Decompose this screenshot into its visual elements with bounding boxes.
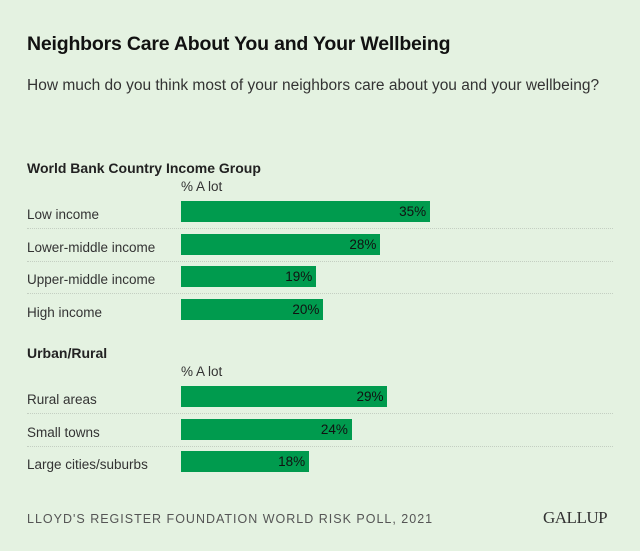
bar-row: Large cities/suburbs 18% bbox=[27, 451, 613, 483]
value-label: 28% bbox=[349, 236, 377, 252]
bar: 24% bbox=[181, 418, 352, 440]
bar-row: Small towns 24% bbox=[27, 418, 613, 451]
group-title: World Bank Country Income Group bbox=[27, 160, 261, 176]
bar-row: Lower-middle income 28% bbox=[27, 233, 613, 266]
value-label: 29% bbox=[356, 389, 384, 404]
bar: 20% bbox=[181, 298, 324, 320]
category-label: Upper-middle income bbox=[27, 272, 156, 287]
category-label: Low income bbox=[27, 207, 100, 222]
bar-row: High income 20% bbox=[27, 298, 613, 331]
row-divider bbox=[27, 260, 613, 262]
column-header: % A lot bbox=[181, 364, 223, 379]
category-label: High income bbox=[27, 304, 103, 320]
bar: 29% bbox=[181, 386, 388, 407]
value-label: 18% bbox=[278, 454, 306, 469]
source-note: LLOYD'S REGISTER FOUNDATION WORLD RISK P… bbox=[27, 512, 434, 526]
category-label: Rural areas bbox=[27, 392, 97, 407]
bar: 28% bbox=[181, 233, 381, 255]
row-divider bbox=[27, 445, 613, 447]
group-title: Urban/Rural bbox=[27, 345, 108, 361]
row-divider bbox=[27, 293, 613, 294]
gallup-logo: GALLUP bbox=[543, 508, 608, 527]
value-label: 24% bbox=[320, 421, 348, 437]
row-divider bbox=[27, 228, 613, 229]
bar-row: Low income 35% bbox=[27, 201, 613, 233]
row-divider bbox=[27, 413, 613, 414]
bar-row: Rural areas 29% bbox=[27, 386, 613, 418]
chart-subtitle: How much do you think most of your neigh… bbox=[27, 77, 600, 94]
column-header: % A lot bbox=[181, 179, 223, 194]
category-label: Small towns bbox=[27, 424, 100, 440]
value-label: 20% bbox=[292, 301, 320, 317]
bar: 18% bbox=[181, 451, 310, 472]
bar-row: Upper-middle income 19% bbox=[27, 266, 613, 298]
bar: 35% bbox=[181, 201, 431, 222]
category-label: Large cities/suburbs bbox=[27, 457, 148, 472]
chart-title: Neighbors Care About You and Your Wellbe… bbox=[27, 33, 451, 55]
value-label: 35% bbox=[399, 204, 427, 219]
bar: 19% bbox=[181, 266, 317, 287]
value-label: 19% bbox=[285, 269, 313, 284]
category-label: Lower-middle income bbox=[27, 239, 156, 255]
